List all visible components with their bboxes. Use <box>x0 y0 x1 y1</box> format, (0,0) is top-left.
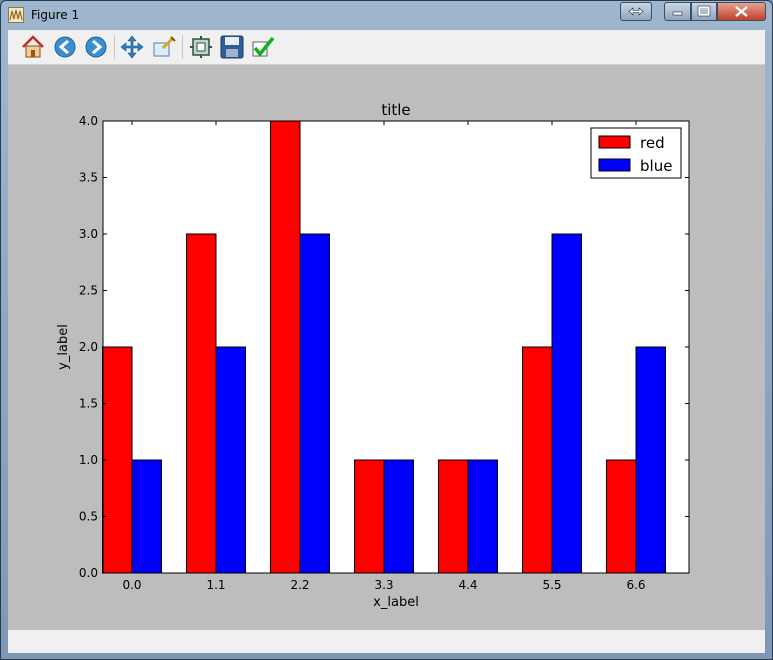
home-button[interactable] <box>20 34 46 60</box>
bar-red-1.1 <box>186 233 217 574</box>
plot-frame <box>102 120 690 574</box>
bar-red-2.2 <box>270 120 301 574</box>
bar-blue-0.0 <box>131 459 162 574</box>
figure-canvas[interactable]: 0.0 1.1 2.2 3.3 4.4 5.5 6.6 0.0 0.5 1.0 1.5 2.0 2.5 3… <box>8 65 765 630</box>
y-tick-label: 3.0 <box>79 227 98 241</box>
bar-blue-4.4 <box>467 459 498 574</box>
save-button[interactable] <box>219 34 245 60</box>
back-arrow-icon <box>54 36 76 58</box>
bar-blue-6.6 <box>635 346 666 574</box>
close-icon <box>735 6 748 17</box>
bar-chart: 0.0 1.1 2.2 3.3 4.4 5.5 6.6 0.0 0.5 1.0 1.5 2.0 2.5 3… <box>56 101 690 610</box>
bar-red-6.6 <box>606 459 637 574</box>
window-title: Figure 1 <box>31 8 80 22</box>
horizontal-resize-icon <box>628 7 644 16</box>
x-tick-label: 2.2 <box>290 578 309 592</box>
y-tick-label: 4.0 <box>79 114 98 128</box>
legend-label-blue: blue <box>640 157 672 175</box>
status-bar <box>8 630 765 653</box>
y-tick-label: 3.5 <box>79 171 98 185</box>
minimize-button[interactable] <box>664 2 691 21</box>
y-tick-label: 2.5 <box>79 284 98 298</box>
maximize-icon <box>697 5 711 17</box>
toolbar-separator <box>114 35 115 59</box>
x-tick-label: 3.3 <box>374 578 393 592</box>
bar-blue-5.5 <box>551 233 582 574</box>
x-tick-label: 4.4 <box>458 578 477 592</box>
x-axis-label: x_label <box>373 595 419 610</box>
y-tick-label: 1.5 <box>79 397 98 411</box>
y-axis-label: y_label <box>56 324 71 370</box>
bar-blue-3.3 <box>383 459 414 574</box>
forward-button[interactable] <box>83 34 109 60</box>
bar-red-4.4 <box>438 459 469 574</box>
edit-axes-button[interactable] <box>250 34 276 60</box>
edit-checkmark-icon <box>252 36 275 57</box>
legend-swatch-red <box>598 135 631 149</box>
close-button[interactable] <box>717 2 766 21</box>
matplotlib-app-icon <box>8 7 24 23</box>
x-tick-label: 1.1 <box>206 578 225 592</box>
bar-blue-1.1 <box>215 346 246 574</box>
minimize-icon <box>672 11 683 16</box>
bar-red-5.5 <box>522 346 553 574</box>
y-tick-label: 0.5 <box>79 510 98 524</box>
maximize-button[interactable] <box>691 2 717 21</box>
x-tick-label: 0.0 <box>122 578 141 592</box>
resize-button[interactable] <box>620 2 652 21</box>
y-tick-label: 2.0 <box>79 340 98 354</box>
chart-title: title <box>381 101 410 119</box>
back-button[interactable] <box>52 34 78 60</box>
y-tick-label: 0.0 <box>79 566 98 580</box>
navigation-toolbar <box>8 30 765 65</box>
bar-blue-2.2 <box>299 233 330 574</box>
legend-swatch-blue <box>598 158 631 172</box>
toolbar-separator <box>182 35 183 59</box>
title-bar[interactable]: Figure 1 <box>1 1 772 29</box>
y-tick-label: 1.0 <box>79 453 98 467</box>
bar-red-3.3 <box>354 459 385 574</box>
home-icon <box>22 35 44 58</box>
forward-arrow-icon <box>85 36 107 58</box>
x-tick-label: 5.5 <box>542 578 561 592</box>
pan-button[interactable] <box>119 34 145 60</box>
save-disk-icon <box>220 35 244 59</box>
zoom-button[interactable] <box>151 34 177 60</box>
legend-label-red: red <box>640 134 665 152</box>
configure-subplots-button[interactable] <box>188 34 214 60</box>
x-tick-label: 6.6 <box>626 578 645 592</box>
subplots-config-icon <box>190 36 212 58</box>
pan-move-icon <box>120 35 144 59</box>
zoom-rect-icon <box>153 36 176 57</box>
figure-client-area: 0.0 1.1 2.2 3.3 4.4 5.5 6.6 0.0 0.5 1.0 1.5 2.0 2.5 3… <box>8 30 765 653</box>
